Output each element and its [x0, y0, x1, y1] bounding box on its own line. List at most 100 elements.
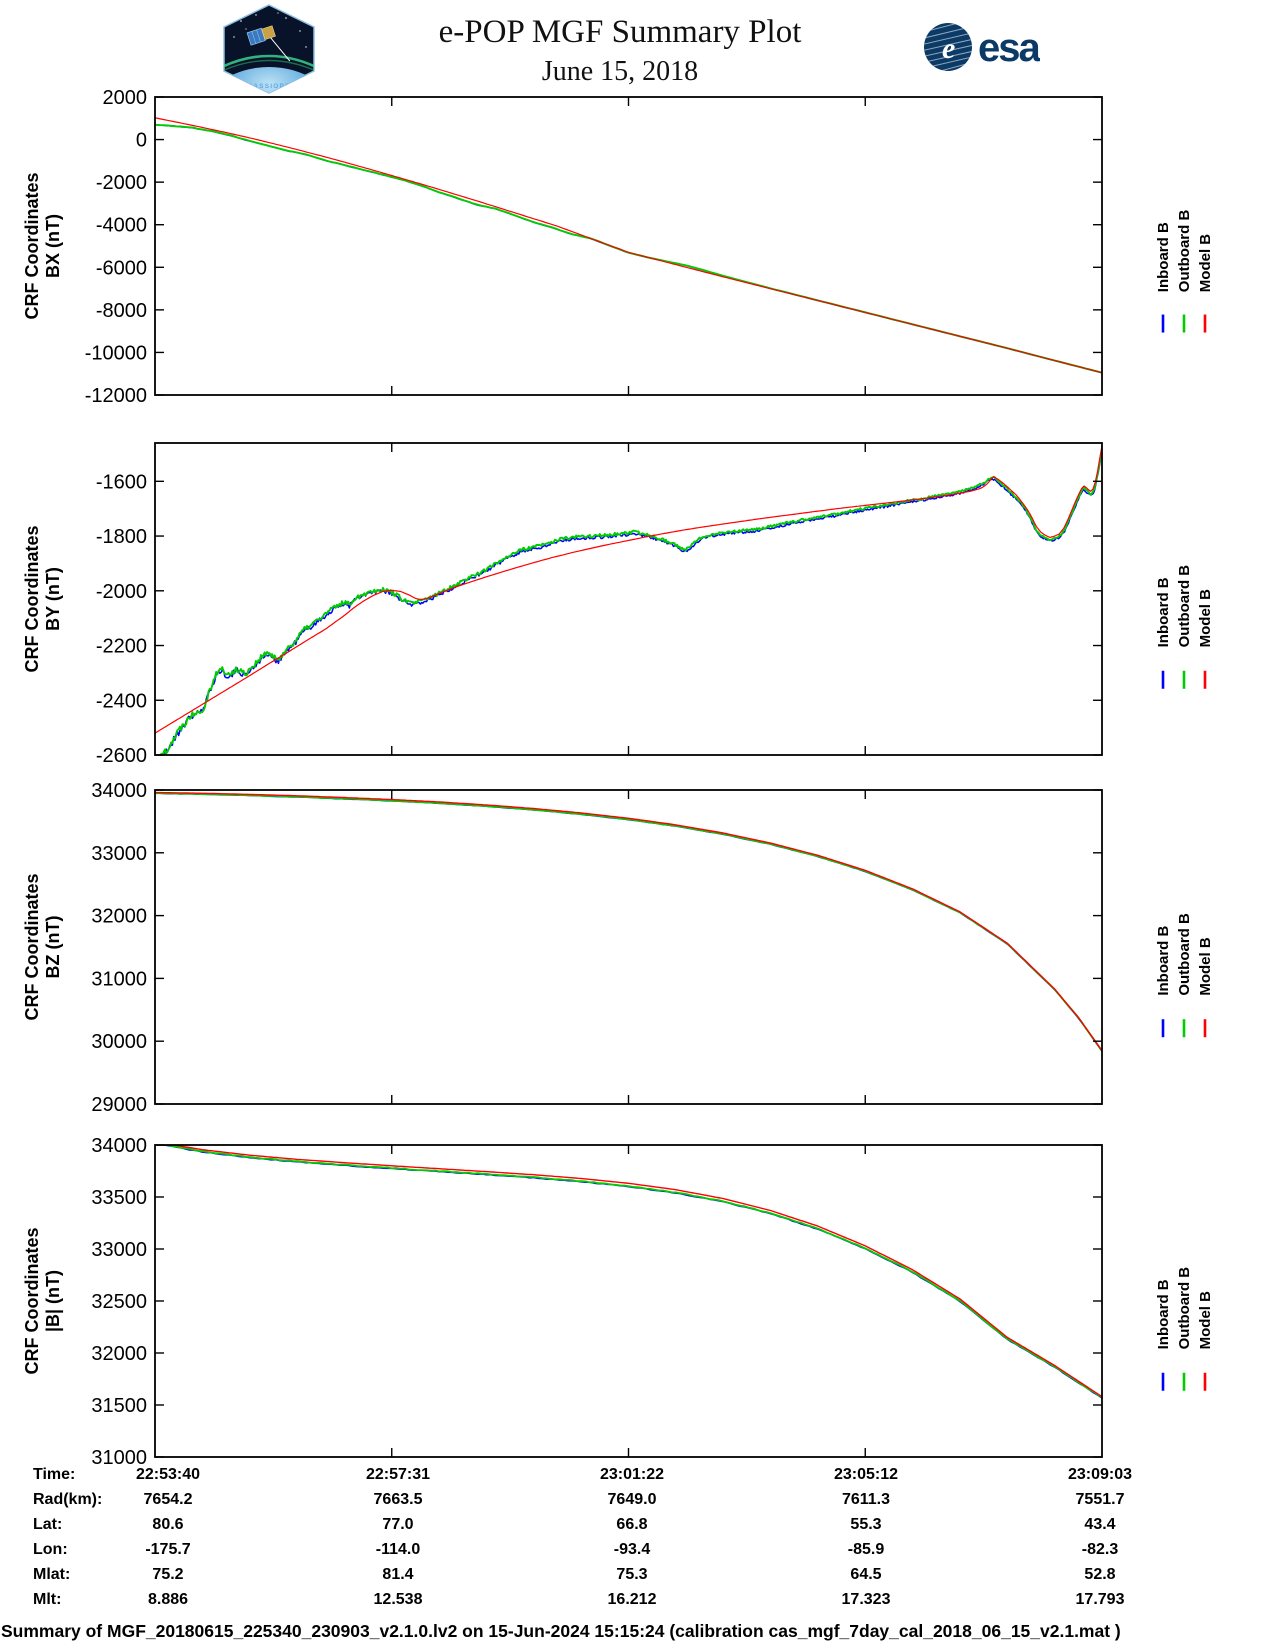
table-cell-time-col1: 22:53:40: [135, 1466, 201, 1483]
bx-outboard-b-line: [155, 123, 1102, 374]
table-cell-rad-km-col3: 7649.0: [607, 1491, 657, 1508]
bmag-ytick-label: 31000: [91, 1447, 147, 1469]
bz-outboard-b-line: [155, 792, 1102, 1053]
legend-label-inboard-b: Inboard B: [1155, 222, 1172, 292]
table-cell-lon-col1: -175.7: [145, 1541, 191, 1558]
legend-label-outboard-b: Outboard B: [1176, 565, 1193, 648]
file-summary-footnote: Summary of MGF_20180615_225340_230903_v2…: [1, 1621, 1121, 1641]
bx-ytick-label: 2000: [103, 87, 148, 109]
esa-wordmark: esa: [978, 26, 1040, 70]
table-row-label-rad-km: Rad(km):: [33, 1491, 103, 1508]
table-cell-mlat-col2: 81.4: [382, 1566, 414, 1583]
table-cell-rad-km-col1: 7654.2: [143, 1491, 193, 1508]
table-cell-mlt-col4: 17.323: [841, 1591, 891, 1608]
bmag-ytick-label: 32000: [91, 1343, 147, 1365]
by-ytick-label: -2000: [96, 581, 147, 603]
bx-model-b-line: [155, 117, 1102, 374]
bmag-inboard-b-line: [159, 1145, 1102, 1399]
bz-tick-marks: [155, 789, 1102, 1105]
table-cell-time-col5: 23:09:03: [1067, 1466, 1133, 1483]
legend-label-model-b: Model B: [1197, 234, 1214, 292]
bx-ytick-label: 0: [136, 130, 147, 152]
bz-inboard-b-line: [155, 792, 1102, 1053]
esa-globe-e: e: [942, 32, 955, 65]
table-cell-lat-col2: 77.0: [382, 1516, 414, 1533]
legend-label-inboard-b: Inboard B: [1155, 1279, 1172, 1349]
table-cell-rad-km-col2: 7663.5: [373, 1491, 423, 1508]
bmag-outboard-b-line: [162, 1145, 1102, 1399]
legend-label-outboard-b: Outboard B: [1176, 913, 1193, 996]
legend-label-inboard-b: Inboard B: [1155, 926, 1172, 996]
legend-label-model-b: Model B: [1197, 1291, 1214, 1349]
page-title: e-POP MGF Summary Plot June 15, 2018: [300, 12, 940, 89]
table-row-label-time: Time:: [33, 1466, 76, 1483]
table-cell-time-col2: 22:57:31: [365, 1466, 431, 1483]
bx-axes-frame: [154, 96, 1103, 396]
bx-tick-marks: [155, 96, 1102, 396]
bz-ytick-label: 29000: [91, 1094, 147, 1116]
bmag-ytick-label: 34000: [91, 1135, 147, 1157]
bx-ytick-label: -8000: [96, 300, 147, 322]
by-tick-marks: [155, 443, 1102, 756]
plot-bx: 2000 0 -2000 -4000 -6000 -8000 -10000 -12000 CRF…: [22, 87, 1214, 407]
table-cell-lat-col1: 80.6: [152, 1516, 184, 1533]
table-cell-mlt-col1: 8.886: [147, 1591, 189, 1608]
by-outboard-b-line: [160, 447, 1102, 755]
table-cell-rad-km-col5: 7551.7: [1075, 1491, 1125, 1508]
bz-ytick-label: 32000: [91, 906, 147, 928]
bz-ytick-label: 34000: [91, 780, 147, 802]
by-ytick-label: -1600: [96, 471, 147, 493]
cassiope-patch-graphic: CASSIOPE: [223, 4, 315, 94]
table-cell-mlt-col5: 17.793: [1075, 1591, 1125, 1608]
cassiope-mission-patch: CASSIOPE: [216, 3, 322, 100]
by-ytick-label: -2200: [96, 636, 147, 658]
table-cell-mlt-col3: 16.212: [607, 1591, 657, 1608]
bz-model-b-line: [155, 791, 1102, 1052]
legend-label-inboard-b: Inboard B: [1155, 577, 1172, 647]
bz-ytick-label: 31000: [91, 968, 147, 990]
bmag-model-b-line: [169, 1145, 1102, 1398]
bx-ytick-label: -10000: [85, 342, 147, 364]
table-cell-lon-col2: -114.0: [375, 1541, 421, 1558]
table-cell-lat-col4: 55.3: [850, 1516, 882, 1533]
bx-ytick-label: -12000: [85, 385, 147, 407]
bx-ytick-label: -6000: [96, 257, 147, 279]
table-cell-mlat-col1: 75.2: [152, 1566, 184, 1583]
bx-ylabel: CRF CoordinatesBX (nT): [22, 172, 63, 319]
plot-bmag: 34000 33500 33000 32500 32000 31500 31000 CRF C…: [22, 1135, 1214, 1469]
legend-label-model-b: Model B: [1197, 937, 1214, 995]
table-row-label-lat: Lat:: [33, 1516, 63, 1533]
bmag-ytick-label: 33500: [91, 1187, 147, 1209]
by-ytick-label: -2600: [96, 745, 147, 767]
bx-ytick-label: -2000: [96, 172, 147, 194]
table-row-label-lon: Lon:: [33, 1541, 68, 1558]
legend-label-model-b: Model B: [1197, 589, 1214, 647]
legend-label-outboard-b: Outboard B: [1176, 210, 1193, 293]
bmag-ytick-label: 32500: [91, 1291, 147, 1313]
table-row-label-mlt: Mlt:: [33, 1591, 62, 1608]
by-axes-frame: [154, 442, 1103, 756]
bz-ylabel: CRF CoordinatesBZ (nT): [22, 873, 63, 1020]
table-cell-lon-col5: -82.3: [1081, 1541, 1119, 1558]
by-ylabel: CRF CoordinatesBY (nT): [22, 525, 63, 672]
table-cell-lon-col3: -93.4: [613, 1541, 651, 1558]
bmag-tick-marks: [155, 1144, 1102, 1458]
bx-ytick-label: -4000: [96, 215, 147, 237]
bmag-ylabel: CRF Coordinates|B| (nT): [22, 1227, 63, 1374]
table-row-label-mlat: Mlat:: [33, 1566, 71, 1583]
by-ytick-label: -2400: [96, 690, 147, 712]
table-cell-time-col3: 23:01:22: [599, 1466, 665, 1483]
table-cell-mlat-col4: 64.5: [850, 1566, 882, 1583]
by-model-b-line: [155, 445, 1102, 734]
bmag-ytick-label: 31500: [91, 1395, 147, 1417]
esa-logo-graphic: e esa: [924, 23, 1043, 71]
esa-logo: e esa: [922, 20, 1043, 79]
plot-by: -1600 -1800 -2000 -2200 -2400 -2600 CRF Coordi…: [22, 442, 1214, 767]
patch-aurora-arc: [224, 54, 314, 69]
patch-satellite: [246, 25, 291, 62]
patch-mission-name: CASSIOPE: [247, 83, 290, 90]
legend-label-outboard-b: Outboard B: [1176, 1267, 1193, 1350]
bmag-ytick-label: 33000: [91, 1239, 147, 1261]
table-cell-lat-col3: 66.8: [616, 1516, 648, 1533]
